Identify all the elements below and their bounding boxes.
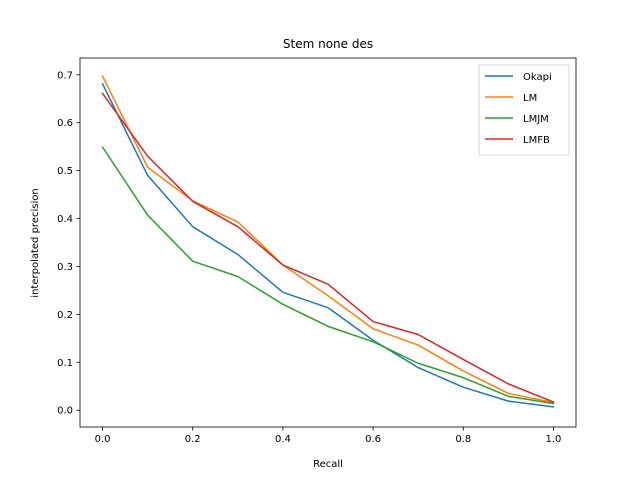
y-tick-label: 0.6 — [57, 118, 73, 129]
chart-title: Stem none des — [283, 37, 373, 51]
y-tick-label: 0.3 — [57, 262, 73, 273]
legend-box — [478, 64, 570, 156]
legend-label-lmfb: LMFB — [523, 135, 550, 146]
x-tick-label: 1.0 — [546, 434, 562, 445]
y-tick-label: 0.0 — [57, 406, 73, 417]
y-tick-label: 0.5 — [57, 166, 73, 177]
legend-label-lmjm: LMJM — [523, 114, 549, 125]
y-axis-label: interpolated precision — [30, 188, 41, 297]
axes-frame — [79, 57, 577, 428]
x-axis-label: Recall — [313, 459, 343, 470]
legend-label-lm: LM — [523, 93, 537, 104]
y-tick-label: 0.1 — [57, 358, 73, 369]
x-tick-label: 0.8 — [455, 434, 471, 445]
x-tick-label: 0.2 — [185, 434, 201, 445]
x-tick-label: 0.6 — [365, 434, 381, 445]
series-line-lmjm — [101, 146, 555, 405]
legend: Okapi LM LMJM LMFB — [478, 64, 570, 156]
y-tick-label: 0.4 — [57, 214, 73, 225]
series-line-okapi — [101, 82, 555, 408]
plot-area: 0.0 0.2 0.4 0.6 0.8 1.0 0.0 0.1 0.2 0.3 0.4 0.5 0.6 0… — [57, 57, 577, 445]
x-tick-label: 0.4 — [275, 434, 291, 445]
y-tick-label: 0.2 — [57, 310, 73, 321]
x-tick-label: 0.0 — [95, 434, 111, 445]
legend-label-okapi: Okapi — [523, 72, 552, 83]
series-line-lmfb — [101, 92, 555, 404]
series-line-lm — [101, 75, 555, 404]
y-tick-label: 0.7 — [57, 70, 73, 81]
